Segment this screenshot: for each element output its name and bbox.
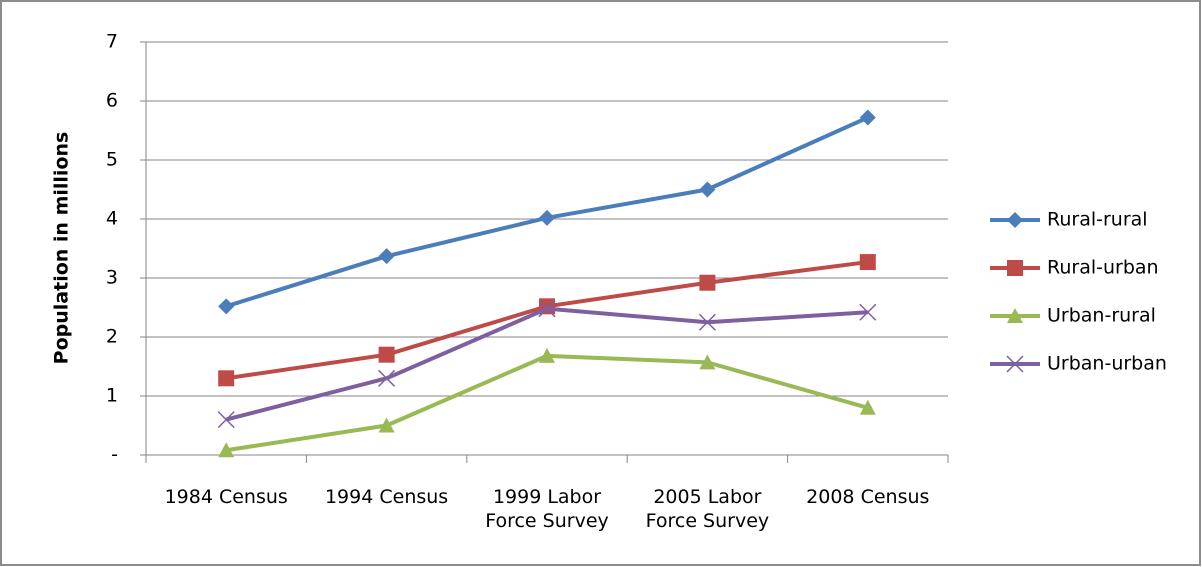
y-tick-label: 1 [106, 385, 118, 407]
data-point [378, 248, 395, 265]
data-point [859, 254, 876, 271]
data-point [218, 370, 235, 387]
data-point [217, 411, 235, 429]
x-tick-label: 2005 Labor Force Survey [645, 486, 770, 532]
y-axis-title: Population in millions [51, 132, 73, 365]
legend-marker [1007, 212, 1023, 228]
data-point [218, 298, 235, 315]
data-point [538, 300, 556, 318]
data-point [378, 369, 396, 387]
x-tick-label: 1994 Census [324, 486, 449, 508]
x-tick-label: 1999 Labor Force Survey [485, 486, 609, 532]
legend-label: Rural-rural [1047, 209, 1148, 231]
data-point [698, 313, 716, 331]
data-point [699, 354, 716, 370]
x-tick-label: 1984 Census [164, 486, 288, 508]
y-tick-label: 6 [106, 90, 118, 112]
y-tick-label: 7 [106, 31, 118, 53]
data-point [378, 417, 395, 433]
legend-marker [1007, 308, 1023, 323]
data-point [859, 399, 876, 415]
x-tick-label: 2008 Census [806, 486, 930, 508]
y-tick-label: 3 [106, 267, 118, 289]
data-point [859, 303, 877, 321]
legend-label: Urban-rural [1047, 305, 1156, 327]
data-point [378, 346, 395, 363]
data-point [218, 442, 235, 458]
y-tick-label: - [111, 444, 118, 466]
legend-marker [1006, 355, 1024, 373]
y-tick-label: 2 [106, 326, 118, 348]
data-point [699, 181, 716, 198]
legend-label: Rural-urban [1047, 257, 1159, 279]
data-point [539, 209, 555, 226]
legend-label: Urban-urban [1047, 353, 1167, 375]
data-point [539, 347, 555, 363]
y-tick-label: 5 [106, 149, 118, 171]
y-tick-label: 4 [106, 208, 118, 230]
data-point [699, 274, 716, 291]
legend-marker [1007, 260, 1023, 276]
data-point [859, 109, 876, 126]
